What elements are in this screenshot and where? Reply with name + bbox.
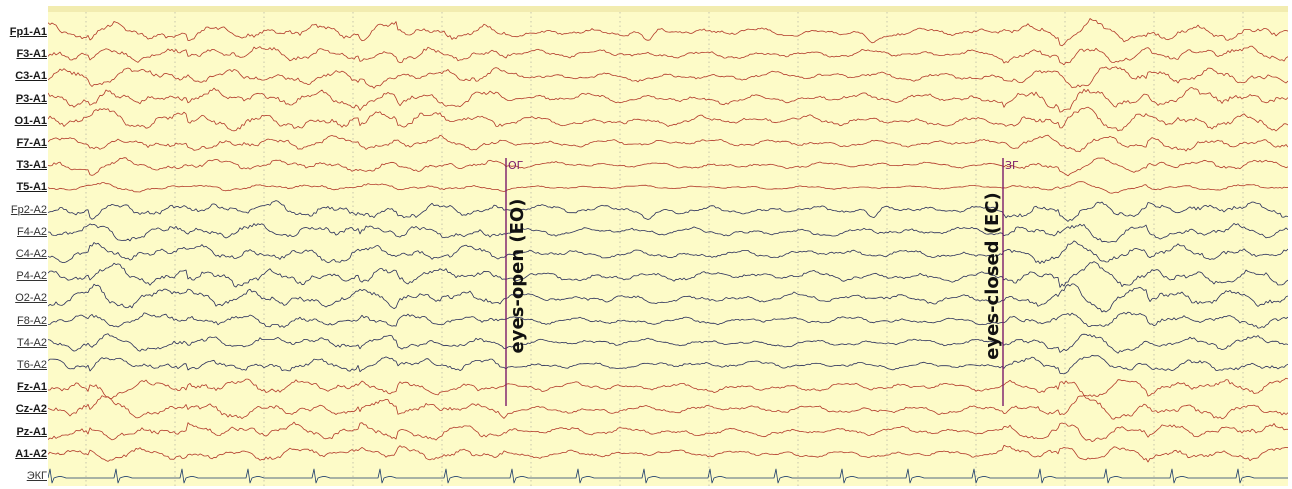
- eeg-trace-canvas[interactable]: ОГ eyes-open (EO) ЗГ eyes-closed (EC): [48, 6, 1288, 486]
- event-marker-code: ЗГ: [1005, 159, 1019, 172]
- eeg-channel-trace: [48, 200, 1288, 222]
- channel-label[interactable]: Fp1-A1: [9, 26, 47, 38]
- ecg-trace: [48, 468, 1288, 484]
- eeg-channel-trace: [48, 421, 1288, 442]
- channel-label[interactable]: F3-A1: [16, 48, 47, 61]
- channel-label[interactable]: ЭКГ: [26, 470, 47, 482]
- eeg-channel-trace: [48, 87, 1288, 113]
- event-annotation: eyes-open (EO): [507, 199, 528, 354]
- channel-label[interactable]: T5-A1: [16, 181, 47, 194]
- channel-label[interactable]: T4-A2: [17, 336, 47, 349]
- eeg-channel-trace: [48, 134, 1288, 153]
- eeg-channel-trace: [48, 333, 1288, 354]
- channel-label[interactable]: F7-A1: [16, 137, 47, 149]
- channel-label[interactable]: F4-A2: [17, 225, 47, 238]
- eeg-channel-trace: [48, 223, 1288, 243]
- channel-label[interactable]: Cz-A2: [15, 403, 47, 416]
- eeg-channel-trace: [48, 45, 1288, 66]
- channel-label[interactable]: O1-A1: [14, 114, 47, 127]
- eeg-channel-trace: [48, 395, 1288, 420]
- eeg-channel-trace: [48, 66, 1288, 89]
- channel-label[interactable]: T3-A1: [16, 159, 47, 172]
- eeg-channel-trace: [48, 283, 1288, 313]
- eeg-channel-trace: [48, 157, 1288, 177]
- eeg-channel-trace: [48, 240, 1288, 264]
- channel-label[interactable]: C4-A2: [15, 248, 47, 260]
- eeg-channel-trace: [48, 18, 1288, 47]
- eeg-channel-trace: [48, 377, 1288, 399]
- channel-label[interactable]: Pz-A1: [16, 425, 47, 438]
- channel-label[interactable]: Fz-A1: [17, 381, 47, 394]
- event-marker-code: ОГ: [508, 159, 524, 172]
- channel-label[interactable]: P4-A2: [16, 270, 47, 283]
- eeg-channel-trace: [48, 106, 1288, 132]
- trace-area-background: [48, 6, 1288, 486]
- eeg-channel-trace: [48, 261, 1288, 288]
- channel-label[interactable]: T6-A2: [17, 359, 47, 371]
- channel-label-column: Fp1-A1 F3-A1 C3-A1 P3-A1 O1-A1 F7-A1 T3-A1 T5-A…: [0, 0, 48, 489]
- eeg-channel-trace: [48, 311, 1288, 329]
- channel-label[interactable]: A1-A2: [15, 447, 47, 460]
- eeg-channel-trace: [48, 354, 1288, 375]
- eeg-channel-trace: [48, 444, 1288, 463]
- channel-label[interactable]: C3-A1: [15, 70, 47, 83]
- channel-label[interactable]: Fp2-A2: [10, 203, 47, 216]
- eeg-channel-trace: [48, 181, 1288, 194]
- time-ruler-band: [48, 6, 1288, 12]
- channel-label[interactable]: F8-A2: [17, 314, 47, 327]
- channel-label[interactable]: O2-A2: [15, 292, 47, 305]
- event-annotation: eyes-closed (EC): [982, 192, 1003, 360]
- channel-label[interactable]: P3-A1: [15, 92, 47, 105]
